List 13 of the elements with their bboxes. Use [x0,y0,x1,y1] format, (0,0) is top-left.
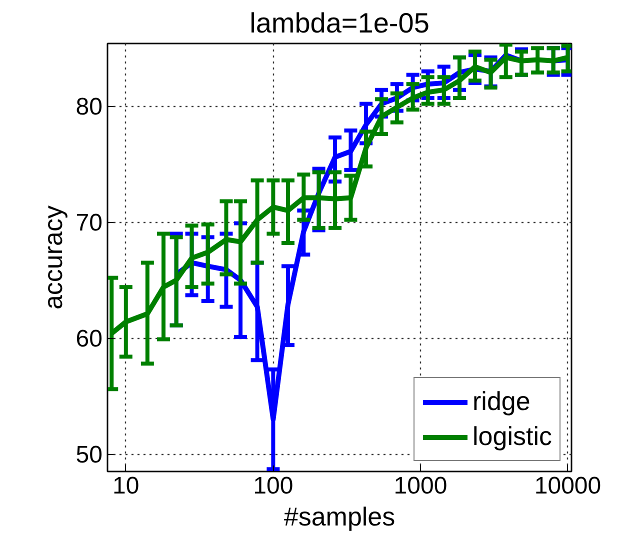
chart-title: lambda=1e-05 [250,8,430,38]
y-tick-label: 60 [76,326,103,353]
legend-label: ridge [472,386,530,417]
x-tick-label: 100 [253,472,294,500]
y-tick-label: 70 [76,210,103,237]
x-axis-title: #samples [284,502,396,532]
x-tick-label: 1000 [394,472,448,500]
y-tick-label: 50 [76,442,103,469]
x-tick-label: 10000 [534,472,602,500]
y-axis-title: accuracy [38,205,68,310]
x-tick-label: 10 [112,472,140,500]
legend-label: logistic [472,421,552,452]
y-tick-label: 80 [76,94,103,121]
